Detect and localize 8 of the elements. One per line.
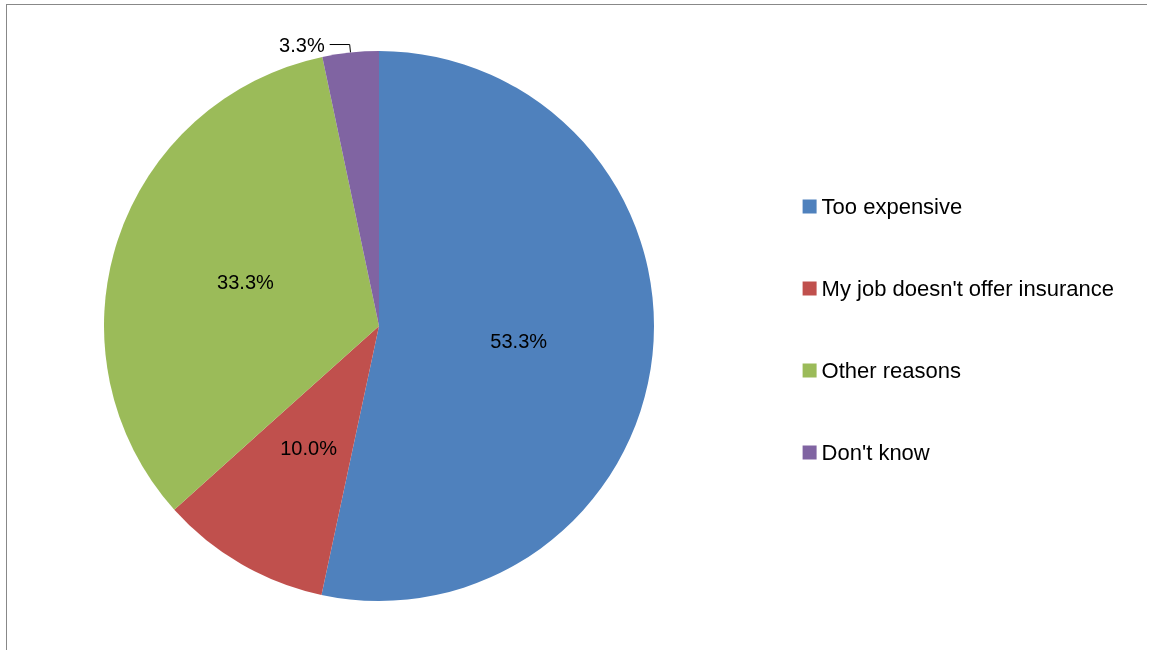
- data-label: 10.0%: [280, 436, 338, 459]
- data-label: 53.3%: [490, 329, 548, 352]
- legend-label: Too expensive: [821, 194, 963, 219]
- data-label: 33.3%: [217, 271, 275, 294]
- legend-label: Don't know: [821, 440, 930, 465]
- data-label: 3.3%: [279, 33, 325, 56]
- legend-label: My job doesn't offer insurance: [821, 276, 1114, 301]
- legend-label: Other reasons: [821, 358, 961, 383]
